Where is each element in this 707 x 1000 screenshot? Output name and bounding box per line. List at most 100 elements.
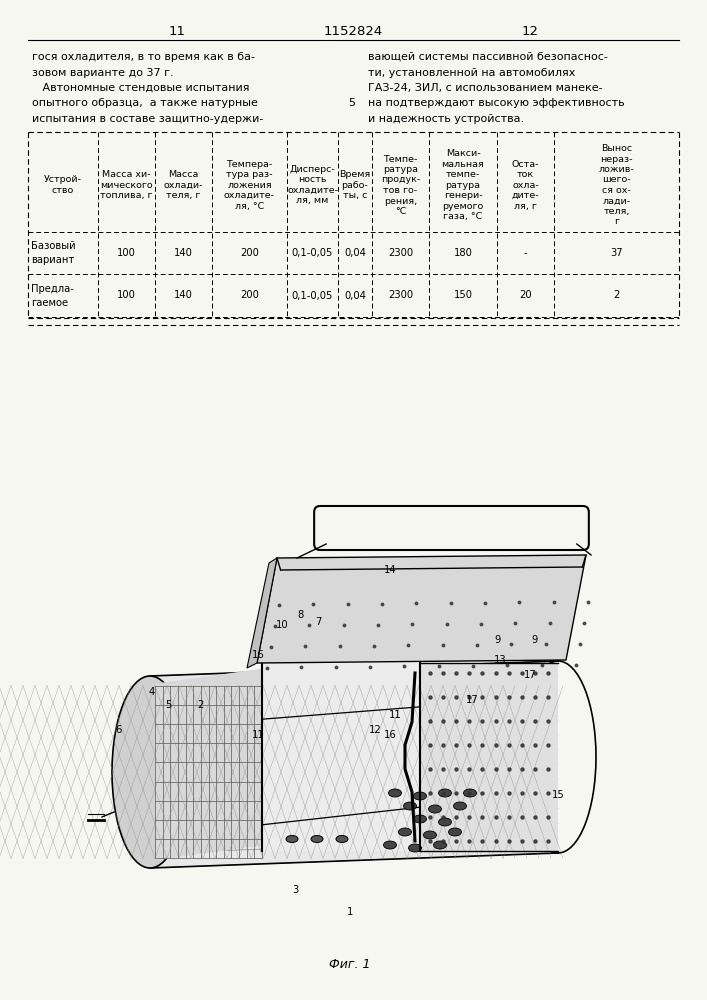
Text: 5: 5 [349, 99, 356, 108]
Ellipse shape [453, 802, 467, 810]
Text: ность: ность [298, 176, 327, 184]
Ellipse shape [428, 805, 441, 813]
Polygon shape [155, 669, 262, 860]
Text: мического: мического [100, 181, 153, 190]
Text: продук-: продук- [381, 176, 420, 184]
Text: 16: 16 [384, 730, 397, 740]
Text: тов го-: тов го- [383, 186, 418, 195]
Ellipse shape [404, 802, 416, 810]
Text: Дисперс-: Дисперс- [290, 165, 335, 174]
Text: 11: 11 [389, 710, 402, 720]
Text: 15: 15 [551, 790, 564, 800]
Text: охла-: охла- [512, 181, 539, 190]
Ellipse shape [433, 841, 447, 849]
Text: лади-: лади- [602, 196, 631, 206]
Text: Время: Время [339, 170, 370, 179]
Ellipse shape [389, 789, 402, 797]
Text: 2: 2 [197, 700, 203, 710]
Text: г: г [614, 218, 619, 227]
Text: теля,: теля, [603, 207, 630, 216]
Text: гаемое: гаемое [31, 298, 68, 308]
Text: Предла-: Предла- [31, 284, 74, 294]
Text: 9: 9 [495, 635, 501, 645]
Ellipse shape [311, 836, 323, 842]
Text: охлади-: охлади- [164, 181, 203, 190]
Text: Темпе-: Темпе- [383, 154, 418, 163]
Text: 1152824: 1152824 [323, 25, 382, 38]
Ellipse shape [448, 828, 462, 836]
Text: 140: 140 [174, 290, 193, 300]
Text: вариант: вариант [31, 255, 74, 265]
Ellipse shape [438, 818, 452, 826]
Text: ты, с: ты, с [343, 191, 367, 200]
Text: 14: 14 [384, 565, 397, 575]
Text: Темпера-: Темпера- [226, 160, 273, 169]
Text: на подтверждают высокую эффективность: на подтверждают высокую эффективность [368, 99, 624, 108]
Text: нераз-: нераз- [600, 154, 633, 163]
Text: ратура: ратура [445, 181, 481, 190]
Text: опытного образца,  а также натурные: опытного образца, а также натурные [32, 99, 258, 108]
Text: ти, установленной на автомобилях: ти, установленной на автомобилях [368, 68, 575, 78]
Text: гося охладителя, в то время как в ба-: гося охладителя, в то время как в ба- [32, 52, 255, 62]
Text: 0,1-0,05: 0,1-0,05 [292, 290, 333, 300]
Text: ся ох-: ся ох- [602, 186, 631, 195]
Ellipse shape [438, 789, 452, 797]
Text: руемого: руемого [443, 202, 484, 211]
Text: 11: 11 [252, 730, 264, 740]
Polygon shape [257, 555, 586, 663]
Text: ство: ство [52, 186, 74, 195]
Text: генери-: генери- [444, 191, 482, 200]
Text: Фиг. 1: Фиг. 1 [329, 958, 370, 972]
Text: 1: 1 [347, 907, 354, 917]
Ellipse shape [336, 836, 348, 842]
Text: 17: 17 [466, 695, 479, 705]
Polygon shape [420, 663, 558, 851]
Text: ля, °С: ля, °С [235, 202, 264, 211]
Text: и надежность устройства.: и надежность устройства. [368, 114, 524, 124]
Text: 8: 8 [297, 610, 303, 620]
Text: 20: 20 [519, 290, 532, 300]
Polygon shape [150, 661, 558, 868]
Text: -: - [524, 248, 527, 258]
Text: вающей системы пассивной безопаснос-: вающей системы пассивной безопаснос- [368, 52, 608, 62]
Text: 2300: 2300 [388, 248, 413, 258]
Ellipse shape [464, 789, 477, 797]
Text: ток: ток [517, 170, 534, 179]
Text: Устрой-: Устрой- [44, 176, 82, 184]
Text: 13: 13 [493, 655, 506, 665]
Text: 16: 16 [252, 650, 264, 660]
Text: ложения: ложения [227, 181, 271, 190]
Text: шего-: шего- [602, 176, 631, 184]
Text: 7: 7 [315, 617, 321, 627]
Text: рабо-: рабо- [341, 181, 368, 190]
Ellipse shape [383, 841, 397, 849]
Text: 0,04: 0,04 [344, 248, 366, 258]
Text: теля, г: теля, г [166, 191, 201, 200]
Text: 180: 180 [454, 248, 472, 258]
Text: 2: 2 [613, 290, 620, 300]
Text: Базовый: Базовый [31, 241, 76, 251]
Text: Автономные стендовые испытания: Автономные стендовые испытания [32, 83, 250, 93]
Text: 2300: 2300 [388, 290, 413, 300]
Text: темпе-: темпе- [446, 170, 480, 179]
Text: 140: 140 [174, 248, 193, 258]
Text: Масса хи-: Масса хи- [103, 170, 151, 179]
Text: 150: 150 [453, 290, 472, 300]
Text: 0,1-0,05: 0,1-0,05 [292, 248, 333, 258]
Ellipse shape [112, 676, 188, 868]
Text: топлива, г: топлива, г [100, 191, 153, 200]
Ellipse shape [286, 836, 298, 842]
Text: тура раз-: тура раз- [226, 170, 273, 179]
Text: 6: 6 [115, 725, 121, 735]
Text: 100: 100 [117, 290, 136, 300]
Ellipse shape [399, 828, 411, 836]
Text: Оста-: Оста- [512, 160, 539, 169]
Ellipse shape [414, 815, 426, 823]
Text: мальная: мальная [442, 160, 484, 169]
Text: 200: 200 [240, 290, 259, 300]
Text: ратура: ратура [383, 165, 418, 174]
Text: охладите-: охладите- [224, 191, 275, 200]
Text: °С: °С [395, 207, 407, 216]
Ellipse shape [414, 792, 426, 800]
Text: охладите-: охладите- [287, 186, 338, 195]
